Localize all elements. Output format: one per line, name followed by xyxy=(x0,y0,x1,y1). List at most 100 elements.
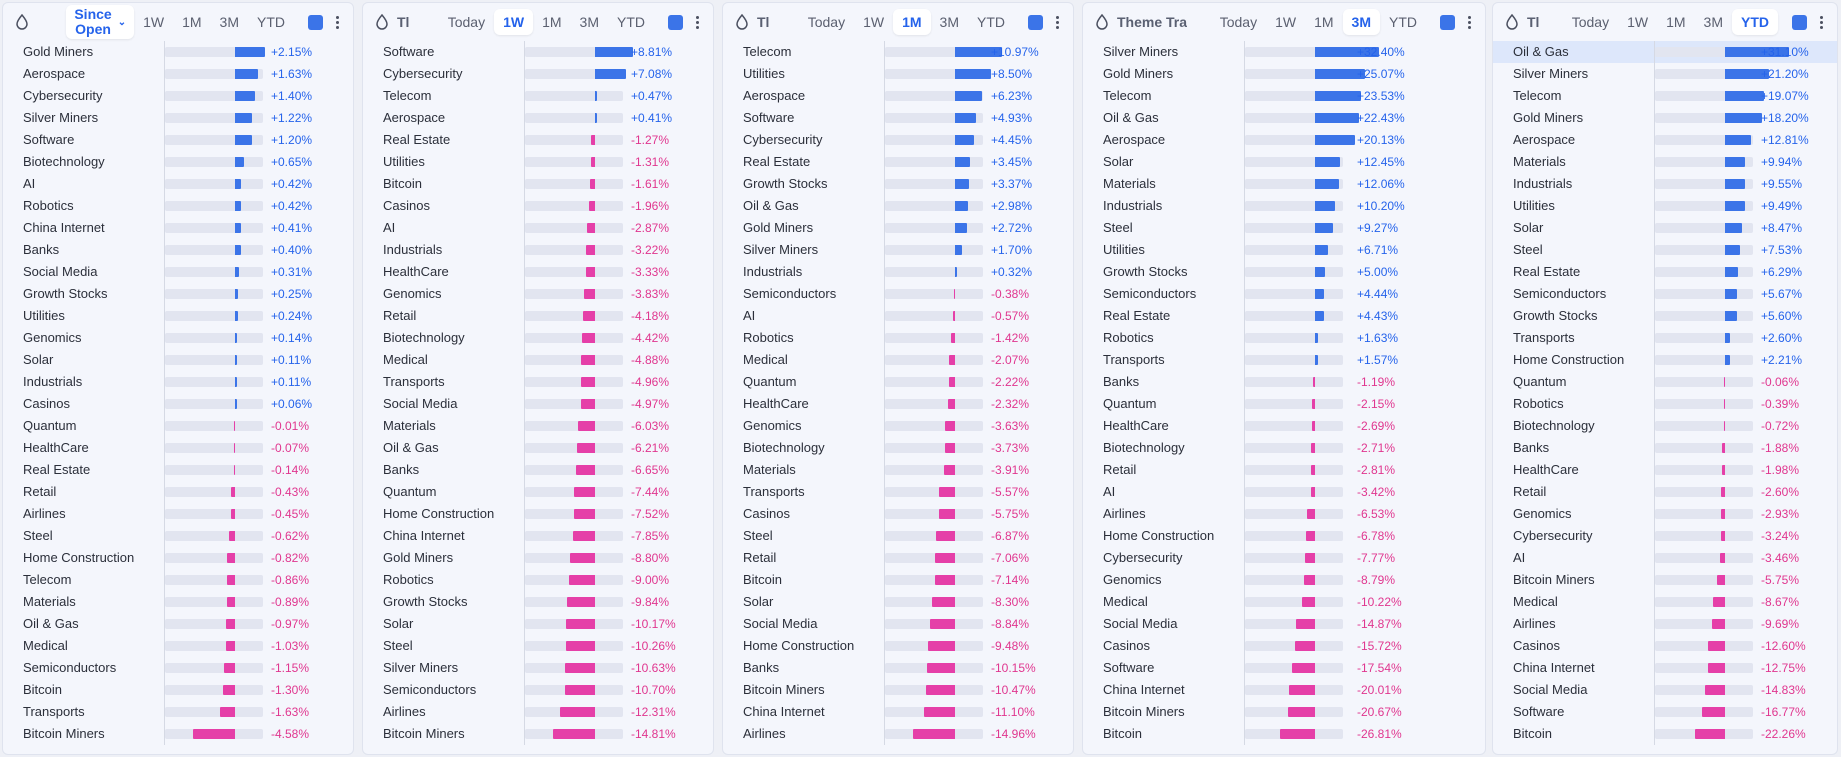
tab-1m[interactable]: 1M xyxy=(182,14,202,30)
theme-row[interactable]: Casinos +0.06% xyxy=(3,393,353,415)
theme-row[interactable]: Quantum -2.15% xyxy=(1083,393,1485,415)
theme-row[interactable]: China Internet -11.10% xyxy=(723,701,1073,723)
theme-row[interactable]: Bitcoin -1.30% xyxy=(3,679,353,701)
tab-3m[interactable]: 3M xyxy=(579,14,599,30)
theme-row[interactable]: China Internet +0.41% xyxy=(3,217,353,239)
theme-row[interactable]: Aerospace +1.63% xyxy=(3,63,353,85)
tab-ytd[interactable]: YTD xyxy=(257,14,285,30)
theme-row[interactable]: Industrials -3.22% xyxy=(363,239,713,261)
color-toggle-icon[interactable] xyxy=(1440,14,1455,30)
theme-row[interactable]: Retail -2.81% xyxy=(1083,459,1485,481)
theme-row[interactable]: Software -16.77% xyxy=(1493,701,1837,723)
theme-row[interactable]: AI -3.46% xyxy=(1493,547,1837,569)
theme-row[interactable]: Steel +9.27% xyxy=(1083,217,1485,239)
color-toggle-icon[interactable] xyxy=(1028,14,1043,30)
theme-row[interactable]: HealthCare -1.98% xyxy=(1493,459,1837,481)
theme-row[interactable]: Telecom -0.86% xyxy=(3,569,353,591)
theme-row[interactable]: Medical -8.67% xyxy=(1493,591,1837,613)
theme-row[interactable]: Gold Miners +2.15% xyxy=(3,41,353,63)
theme-row[interactable]: Banks +0.40% xyxy=(3,239,353,261)
theme-row[interactable]: Industrials +0.11% xyxy=(3,371,353,393)
tab-1m[interactable]: 1M xyxy=(893,9,931,35)
theme-row[interactable]: Social Media -14.87% xyxy=(1083,613,1485,635)
more-options-icon[interactable] xyxy=(331,12,343,32)
color-toggle-icon[interactable] xyxy=(308,14,323,30)
tab-1w[interactable]: 1W xyxy=(863,14,885,30)
theme-row[interactable]: Steel -10.26% xyxy=(363,635,713,657)
theme-row[interactable]: Steel -0.62% xyxy=(3,525,353,547)
theme-row[interactable]: Banks -10.15% xyxy=(723,657,1073,679)
theme-row[interactable]: Software -17.54% xyxy=(1083,657,1485,679)
theme-row[interactable]: Robotics -0.39% xyxy=(1493,393,1837,415)
theme-row[interactable]: Growth Stocks +3.37% xyxy=(723,173,1073,195)
theme-row[interactable]: Robotics +1.63% xyxy=(1083,327,1485,349)
theme-row[interactable]: Bitcoin Miners -5.75% xyxy=(1493,569,1837,591)
theme-row[interactable]: Steel +7.53% xyxy=(1493,239,1837,261)
tab-3m[interactable]: 3M xyxy=(1342,9,1380,35)
theme-row[interactable]: HealthCare -3.33% xyxy=(363,261,713,283)
theme-row[interactable]: Utilities +0.24% xyxy=(3,305,353,327)
theme-row[interactable]: Silver Miners +21.20% xyxy=(1493,63,1837,85)
theme-row[interactable]: China Internet -7.85% xyxy=(363,525,713,547)
tab-today[interactable]: Today xyxy=(807,14,846,30)
theme-row[interactable]: Gold Miners +18.20% xyxy=(1493,107,1837,129)
theme-row[interactable]: Medical -4.88% xyxy=(363,349,713,371)
theme-row[interactable]: Gold Miners -8.80% xyxy=(363,547,713,569)
theme-row[interactable]: AI -2.87% xyxy=(363,217,713,239)
theme-row[interactable]: Banks -1.88% xyxy=(1493,437,1837,459)
theme-row[interactable]: Utilities -1.31% xyxy=(363,151,713,173)
theme-row[interactable]: Growth Stocks -9.84% xyxy=(363,591,713,613)
tab-today[interactable]: Today xyxy=(447,14,486,30)
tab-1w[interactable]: 1W xyxy=(143,14,165,30)
tab-ytd[interactable]: YTD xyxy=(977,14,1005,30)
theme-row[interactable]: Bitcoin Miners -20.67% xyxy=(1083,701,1485,723)
theme-row[interactable]: Social Media -14.83% xyxy=(1493,679,1837,701)
theme-row[interactable]: Real Estate +3.45% xyxy=(723,151,1073,173)
theme-row[interactable]: Solar -10.17% xyxy=(363,613,713,635)
theme-row[interactable]: Bitcoin Miners -10.47% xyxy=(723,679,1073,701)
theme-row[interactable]: Telecom +23.53% xyxy=(1083,85,1485,107)
tab-ytd[interactable]: YTD xyxy=(617,14,645,30)
theme-row[interactable]: Biotechnology -0.72% xyxy=(1493,415,1837,437)
theme-row[interactable]: Cybersecurity +7.08% xyxy=(363,63,713,85)
color-toggle-icon[interactable] xyxy=(1792,14,1807,30)
more-options-icon[interactable] xyxy=(1051,12,1063,32)
tab-3m[interactable]: 3M xyxy=(1703,14,1723,30)
theme-row[interactable]: Robotics -9.00% xyxy=(363,569,713,591)
theme-row[interactable]: Casinos -12.60% xyxy=(1493,635,1837,657)
theme-row[interactable]: Quantum -0.01% xyxy=(3,415,353,437)
theme-row[interactable]: Software +8.81% xyxy=(363,41,713,63)
tab-ytd[interactable]: YTD xyxy=(1732,9,1778,35)
theme-row[interactable]: AI -0.57% xyxy=(723,305,1073,327)
theme-row[interactable]: Growth Stocks +0.25% xyxy=(3,283,353,305)
theme-row[interactable]: Utilities +9.49% xyxy=(1493,195,1837,217)
theme-row[interactable]: Home Construction -7.52% xyxy=(363,503,713,525)
theme-row[interactable]: Industrials +0.32% xyxy=(723,261,1073,283)
theme-row[interactable]: Oil & Gas +22.43% xyxy=(1083,107,1485,129)
theme-row[interactable]: Quantum -0.06% xyxy=(1493,371,1837,393)
droplet-icon[interactable] xyxy=(731,11,753,33)
tab-ytd[interactable]: YTD xyxy=(1389,14,1417,30)
theme-row[interactable]: Cybersecurity -3.24% xyxy=(1493,525,1837,547)
theme-row[interactable]: Robotics +0.42% xyxy=(3,195,353,217)
droplet-icon[interactable] xyxy=(1501,11,1523,33)
theme-row[interactable]: Social Media -8.84% xyxy=(723,613,1073,635)
droplet-icon[interactable] xyxy=(1091,11,1113,33)
theme-row[interactable]: Oil & Gas +31.10% xyxy=(1493,41,1837,63)
theme-row[interactable]: Telecom +0.47% xyxy=(363,85,713,107)
theme-row[interactable]: Materials -6.03% xyxy=(363,415,713,437)
theme-row[interactable]: Genomics +0.14% xyxy=(3,327,353,349)
theme-row[interactable]: Home Construction -0.82% xyxy=(3,547,353,569)
theme-row[interactable]: Medical -10.22% xyxy=(1083,591,1485,613)
theme-row[interactable]: Telecom +10.97% xyxy=(723,41,1073,63)
theme-row[interactable]: Real Estate +4.43% xyxy=(1083,305,1485,327)
theme-row[interactable]: Utilities +8.50% xyxy=(723,63,1073,85)
theme-row[interactable]: Real Estate +6.29% xyxy=(1493,261,1837,283)
theme-row[interactable]: Airlines -6.53% xyxy=(1083,503,1485,525)
theme-row[interactable]: Industrials +10.20% xyxy=(1083,195,1485,217)
theme-row[interactable]: Gold Miners +2.72% xyxy=(723,217,1073,239)
theme-row[interactable]: Genomics -2.93% xyxy=(1493,503,1837,525)
theme-row[interactable]: Cybersecurity +1.40% xyxy=(3,85,353,107)
theme-row[interactable]: Banks -1.19% xyxy=(1083,371,1485,393)
theme-row[interactable]: Oil & Gas +2.98% xyxy=(723,195,1073,217)
